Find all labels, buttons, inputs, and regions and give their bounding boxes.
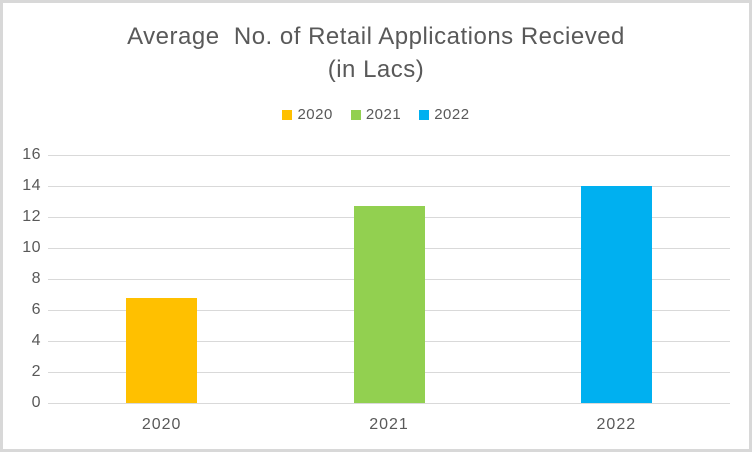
bar-2021 bbox=[353, 206, 425, 403]
legend-item-2020: 2020 bbox=[282, 106, 332, 123]
chart-title-line-2: (in Lacs) bbox=[327, 56, 425, 83]
bar-2020 bbox=[126, 297, 198, 403]
y-tick-label: 8 bbox=[31, 270, 41, 287]
legend-label: 2022 bbox=[434, 106, 470, 123]
legend-swatch-2022 bbox=[419, 109, 430, 120]
x-tick-label: 2020 bbox=[141, 416, 182, 433]
x-tick-label: 2021 bbox=[369, 416, 409, 433]
legend-item-2021: 2021 bbox=[350, 106, 402, 123]
legend: 2020 2021 2022 bbox=[3, 106, 749, 123]
legend-item-2022: 2022 bbox=[419, 106, 469, 123]
y-tick-label: 12 bbox=[22, 208, 41, 225]
y-tick-label: 10 bbox=[22, 239, 41, 256]
bar-2022 bbox=[580, 186, 652, 403]
y-tick-label: 0 bbox=[31, 394, 41, 411]
legend-swatch-2021 bbox=[350, 109, 361, 120]
chart-title-line-1: Average No. of Retail Applications Recie… bbox=[127, 23, 625, 50]
x-axis-line bbox=[48, 403, 730, 404]
y-tick-label: 6 bbox=[31, 301, 41, 318]
y-tick-label: 16 bbox=[22, 146, 41, 163]
legend-label: 2021 bbox=[365, 106, 402, 123]
gridline bbox=[48, 186, 730, 187]
gridline bbox=[48, 155, 730, 156]
x-tick-label: 2022 bbox=[596, 416, 637, 433]
y-tick-label: 2 bbox=[31, 363, 41, 380]
chart-title: Average No. of Retail Applications Recie… bbox=[3, 20, 749, 86]
y-tick-label: 14 bbox=[22, 177, 41, 194]
legend-swatch-2020 bbox=[282, 109, 293, 120]
legend-label: 2020 bbox=[297, 106, 333, 123]
y-tick-label: 4 bbox=[31, 332, 41, 349]
